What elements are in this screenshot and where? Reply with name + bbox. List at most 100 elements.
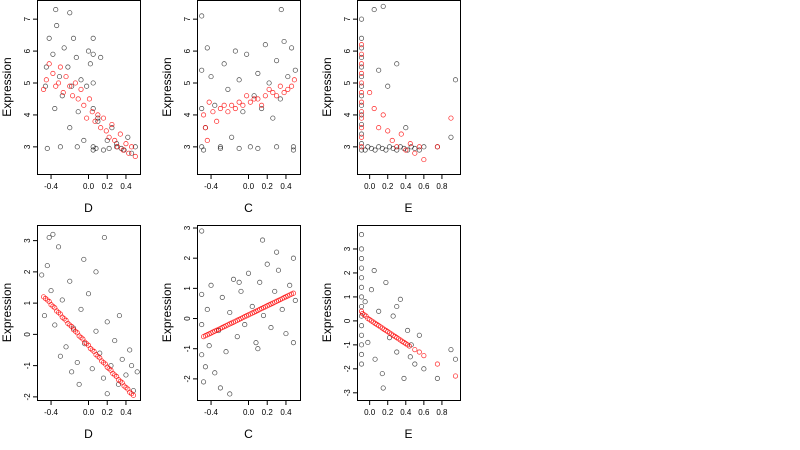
data-point [199, 13, 205, 19]
y-tick-label: 3 [23, 238, 32, 243]
fitted-point [75, 96, 81, 102]
data-point [50, 231, 56, 237]
data-point [358, 54, 365, 61]
data-point [234, 334, 240, 340]
data-point [127, 347, 133, 353]
y-tick-label: 5 [183, 80, 192, 85]
fitted-point [92, 118, 98, 124]
data-point [109, 125, 115, 131]
fitted-point [229, 102, 235, 108]
data-point [129, 150, 135, 156]
data-point [75, 109, 81, 115]
data-point [59, 297, 65, 303]
fitted-points [41, 294, 136, 398]
y-tick-label: 1 [343, 294, 352, 299]
fitted-point [247, 99, 253, 105]
fitted-point [232, 106, 238, 112]
data-point [358, 102, 365, 108]
data-point [44, 263, 50, 269]
data-point [240, 109, 246, 115]
data-point [358, 256, 365, 262]
data-point [199, 228, 205, 234]
data-point [219, 294, 225, 300]
data-point [204, 306, 210, 313]
fitted-point [407, 141, 413, 147]
data-point [236, 145, 242, 152]
y-tick-label: -1 [183, 345, 192, 353]
data-point [112, 338, 118, 344]
fitted-point [41, 86, 47, 92]
data-point [90, 147, 96, 153]
scatter-panel-4: -0.4 0.0 0.2 0.4 -2 -1 0 1 2 3 D Expression [0, 225, 141, 441]
data-point [358, 284, 365, 290]
data-point [81, 137, 87, 144]
data-point [74, 359, 80, 366]
fitted-point [266, 86, 272, 92]
fitted-points [358, 42, 454, 163]
data-point [48, 288, 54, 294]
x-tick-label: 0.2 [382, 408, 394, 417]
data-point [78, 77, 84, 83]
data-point [416, 147, 422, 153]
data-point [279, 306, 285, 313]
data-point [101, 234, 107, 241]
y-tick-label: 0 [183, 316, 192, 321]
fitted-point [201, 112, 207, 118]
data-point [63, 344, 69, 350]
x-tick-label: 0.8 [436, 408, 448, 417]
data-point [380, 3, 386, 9]
data-point [268, 325, 274, 331]
fitted-point [259, 102, 265, 108]
fitted-point [53, 83, 59, 89]
fitted-point [281, 90, 287, 96]
fitted-point [78, 86, 84, 92]
x-tick-label: -0.4 [204, 408, 218, 417]
x-axis-label: D [84, 427, 93, 441]
fitted-point [67, 83, 73, 89]
scatter-panel-5: -0.4 0.0 0.2 0.4 -2 -1 0 1 2 3 C Expression [160, 225, 301, 441]
data-point [229, 134, 235, 140]
data-point [358, 112, 365, 118]
data-point [85, 48, 92, 54]
data-point [292, 297, 298, 303]
data-point [247, 144, 253, 150]
y-tick-label: 4 [343, 112, 352, 117]
data-point [217, 144, 223, 150]
data-point [272, 288, 278, 294]
y-tick-label: -2 [343, 365, 352, 373]
fitted-point [251, 96, 257, 102]
data-point [290, 144, 296, 150]
data-point [390, 313, 396, 319]
x-tick-label: 0.2 [262, 408, 274, 417]
data-point [39, 272, 45, 278]
data-point [54, 22, 60, 29]
data-point [394, 303, 400, 310]
fitted-point [385, 128, 391, 134]
observed-points [199, 7, 298, 153]
observed-points [358, 3, 459, 153]
x-tick-label: -0.4 [44, 182, 58, 191]
data-point [104, 319, 110, 325]
data-point [81, 256, 87, 262]
fitted-point [130, 392, 136, 398]
y-tick-label: -2 [23, 393, 32, 401]
fitted-point [358, 109, 365, 115]
data-point [358, 93, 365, 99]
fitted-point [358, 42, 365, 48]
data-point [403, 125, 409, 131]
x-tick-label: 0.2 [382, 182, 394, 191]
fitted-point [236, 99, 242, 105]
y-tick-label: 3 [343, 246, 352, 251]
scatter-panel-3: 0.0 0.2 0.4 0.6 0.8 3 4 5 6 7 E Expression [320, 0, 461, 215]
x-axis-label: C [244, 427, 253, 441]
y-tick-label: 3 [343, 144, 352, 149]
data-point [368, 287, 375, 293]
fitted-point [202, 125, 208, 131]
data-point [232, 48, 238, 54]
fitted-point [434, 361, 440, 367]
fitted-point [103, 128, 109, 134]
data-point [358, 275, 365, 281]
data-point [358, 361, 365, 367]
data-point [52, 322, 58, 328]
data-point [73, 54, 79, 61]
